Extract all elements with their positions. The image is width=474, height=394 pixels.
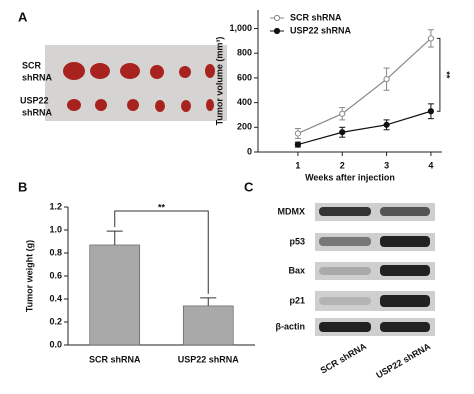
x-tick-label: 1 — [295, 160, 300, 170]
x-tick-label: 2 — [340, 160, 345, 170]
row-label: SCR — [22, 60, 42, 70]
protein-label: Bax — [288, 265, 305, 275]
y-axis-label: Tumor volume (mm³) — [214, 37, 224, 126]
y-tick-label: 0.8 — [49, 247, 62, 257]
protein-label: p21 — [289, 295, 305, 305]
protein-label: β-actin — [276, 321, 306, 331]
significance-label: ** — [442, 71, 452, 79]
blot — [315, 203, 435, 336]
x-tick-label: SCR shRNA — [89, 354, 141, 364]
panel-label: B — [18, 179, 27, 194]
row-label: USP22 — [20, 95, 49, 105]
significance-bracket — [436, 37, 441, 112]
y-tick-label: 800 — [237, 48, 252, 58]
tumors — [63, 62, 215, 112]
y-axis-label: Tumor weight (g) — [24, 240, 34, 312]
y-tick-label: 600 — [237, 72, 252, 82]
protein-label: MDMX — [278, 206, 306, 216]
marker — [294, 141, 302, 148]
x-tick-label: 3 — [384, 160, 389, 170]
row-label: shRNA — [22, 107, 53, 117]
marker — [383, 121, 390, 128]
legend-marker — [273, 27, 281, 35]
marker — [294, 130, 302, 137]
y-tick-label: 0.2 — [49, 316, 62, 326]
y-tick-label: 1.2 — [49, 201, 62, 211]
y-tick-label: 1,000 — [229, 23, 252, 33]
significance-bracket — [114, 210, 209, 294]
y-tick-label: 1.0 — [49, 224, 62, 234]
y-tick-label: 0.0 — [49, 339, 62, 349]
bar — [182, 305, 234, 346]
marker — [339, 129, 346, 136]
marker — [339, 110, 346, 117]
legend-label: SCR shRNA — [290, 12, 342, 22]
x-axis-label: Weeks after injection — [305, 172, 395, 182]
y-tick-label: 0.6 — [49, 270, 62, 280]
marker — [383, 76, 390, 83]
marker — [427, 35, 435, 42]
panel-label: A — [18, 9, 28, 24]
significance-label: ** — [158, 202, 166, 212]
protein-label: p53 — [289, 236, 305, 246]
panel-label: C — [244, 179, 254, 194]
marker — [427, 108, 435, 115]
row-label: shRNA — [22, 72, 53, 82]
legend-label: USP22 shRNA — [290, 25, 352, 35]
series-line — [297, 37, 432, 135]
bar — [89, 244, 141, 346]
y-tick-label: 0 — [247, 146, 252, 156]
legend-marker — [273, 14, 281, 22]
series-line — [297, 110, 432, 146]
x-tick-label: 4 — [428, 160, 433, 170]
y-tick-label: 200 — [237, 122, 252, 132]
x-tick-label: USP22 shRNA — [178, 354, 240, 364]
y-tick-label: 400 — [237, 97, 252, 107]
y-tick-label: 0.4 — [49, 293, 62, 303]
